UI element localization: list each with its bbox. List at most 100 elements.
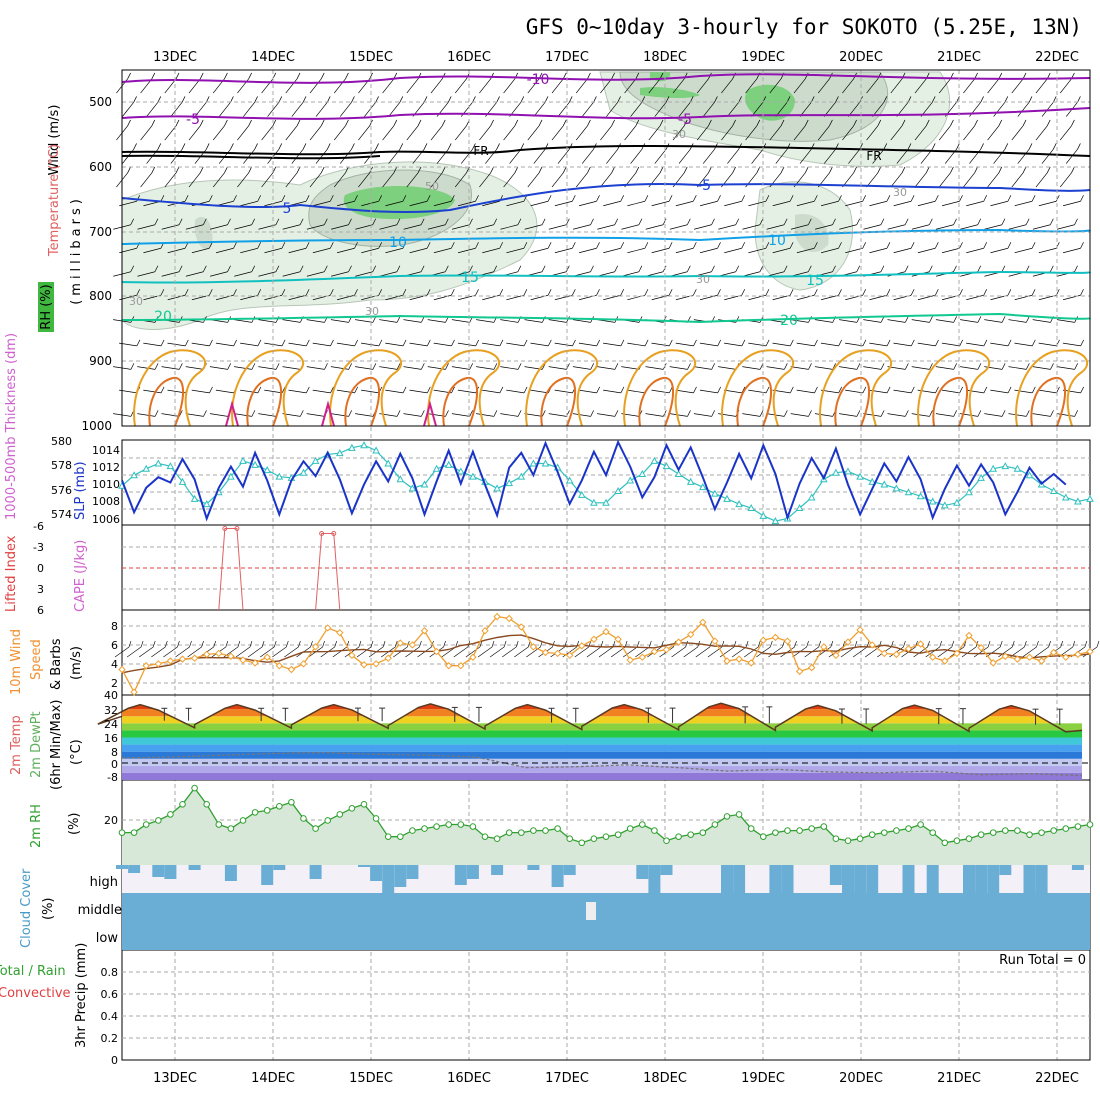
upper-wind-barb [845, 389, 863, 394]
contour-label: 30 [893, 186, 907, 199]
upper-wind-barb [218, 102, 231, 117]
upper-wind-barb-flag [741, 242, 746, 249]
upper-wind-barb [382, 125, 395, 141]
upper-wind-barb-flag [910, 386, 915, 394]
upper-wind-barb-flag [1046, 119, 1051, 127]
thickness-point [239, 456, 247, 464]
temp-band [122, 723, 1082, 731]
upper-wind-barb-flag [348, 363, 353, 370]
upper-wind-barb [361, 200, 379, 207]
upper-wind-barb [863, 224, 882, 230]
upper-wind-barb [696, 125, 709, 141]
cloud-high-bar [987, 865, 1000, 893]
upper-wind-barb [1011, 78, 1024, 94]
wind-point [517, 623, 526, 631]
upper-wind-barb [648, 78, 661, 94]
upper-wind-barb [382, 78, 395, 94]
upper-wind-barb-flag [1031, 289, 1036, 296]
upper-wind-barb-flag [426, 339, 431, 347]
thickness-point [190, 494, 199, 502]
upper-wind-barb-flag [523, 289, 528, 296]
upper-wind-barb [234, 319, 252, 323]
upper-wind-barb-flag [693, 242, 697, 249]
upper-wind-barb [406, 125, 419, 141]
upper-wind-barb [530, 200, 549, 207]
cloud-high-bar [733, 865, 746, 893]
upper-wind-barb-flag [929, 218, 933, 225]
upper-wind-barb-flag [257, 339, 262, 347]
upper-wind-barb-flag [783, 218, 788, 225]
upper-wind-barb [355, 366, 373, 370]
upper-wind-barb [433, 200, 452, 207]
wind-barb-flag [757, 640, 761, 648]
rh-point [263, 807, 271, 814]
upper-wind-barb-flag [375, 96, 379, 103]
wind-barb-flag [286, 640, 289, 648]
thickness-point [638, 469, 647, 477]
upper-wind-barb [212, 172, 225, 188]
upper-wind-barb [1014, 200, 1033, 207]
magenta-contour [423, 400, 437, 427]
wind-point [735, 655, 743, 663]
upper-wind-barb-flag [493, 265, 498, 272]
rh-point [372, 815, 380, 822]
wind-barb-flag [624, 640, 628, 648]
cloud-mid-gap [586, 902, 596, 920]
upper-wind-barb-flag [248, 166, 252, 174]
upper-wind-barb [678, 149, 691, 164]
upper-wind-barb [557, 149, 570, 164]
upper-wind-barb-flag [154, 218, 159, 225]
upper-wind-barb [820, 342, 839, 347]
cloud-panel: high middle low Cloud Cover (%) [19, 865, 1090, 950]
magenta-contour [225, 400, 239, 427]
upper-wind-barb-flag [517, 265, 522, 272]
wind-point [118, 665, 126, 674]
upper-wind-barb-flag [345, 119, 349, 127]
cloud-high-bar [1071, 865, 1084, 870]
upper-wind-barb-flag [520, 143, 525, 150]
upper-wind-barb-flag [451, 386, 455, 394]
upper-wind-barb-flag [544, 96, 549, 103]
rh-point [324, 817, 332, 824]
wind-barb [405, 646, 420, 658]
cloud-high-bar [829, 865, 842, 885]
cloud-high-bar [854, 865, 867, 893]
cloud-high-bar [1035, 865, 1048, 893]
bottom-date-label: 20DEC [839, 1071, 883, 1086]
upper-wind-barb-flag [693, 289, 697, 296]
upper-wind-barb-flag [620, 289, 625, 296]
upper-wind-barb [597, 366, 615, 370]
thickness-point [590, 498, 598, 506]
upper-wind-barb [672, 125, 685, 141]
upper-wind-barb [1038, 247, 1057, 254]
cloud-high-bar [406, 865, 419, 879]
upper-wind-barb-flag [738, 96, 742, 103]
upper-wind-barb [645, 224, 664, 230]
upper-wind-barb [935, 319, 954, 323]
upper-wind-barb [1059, 125, 1072, 141]
vertical-grid [174, 70, 1058, 1060]
upper-ytick: 700 [89, 225, 112, 239]
upper-wind-barb-flag [445, 218, 449, 225]
upper-wind-barb-flag [1071, 166, 1075, 174]
upper-wind-barb [935, 413, 954, 417]
wind-barb-flag [1060, 640, 1063, 648]
upper-wind-barb-flag [880, 265, 885, 272]
upper-wind-barb [479, 125, 491, 141]
upper-wind-barb [358, 125, 370, 141]
upper-wind-barb-flag [130, 363, 135, 370]
upper-wind-barb-flag [254, 96, 258, 103]
upper-wind-barb-flag [1050, 218, 1054, 225]
temp-ytick: 0 [111, 758, 118, 771]
ylabel-temp-b: 2m DewPt [29, 711, 44, 778]
ylabel-cloud: Cloud Cover [19, 868, 34, 948]
upper-wind-barb [578, 342, 597, 347]
upper-wind-barb-flag [904, 410, 909, 417]
upper-wind-barb-flag [160, 289, 165, 296]
thickness-point [844, 467, 852, 475]
upper-wind-barb [215, 342, 234, 347]
upper-wind-barb-flag [1031, 386, 1036, 394]
contour-label: 5 [283, 201, 292, 217]
cloud-high-bar [563, 865, 576, 875]
upper-wind-barb-flag [499, 339, 504, 347]
